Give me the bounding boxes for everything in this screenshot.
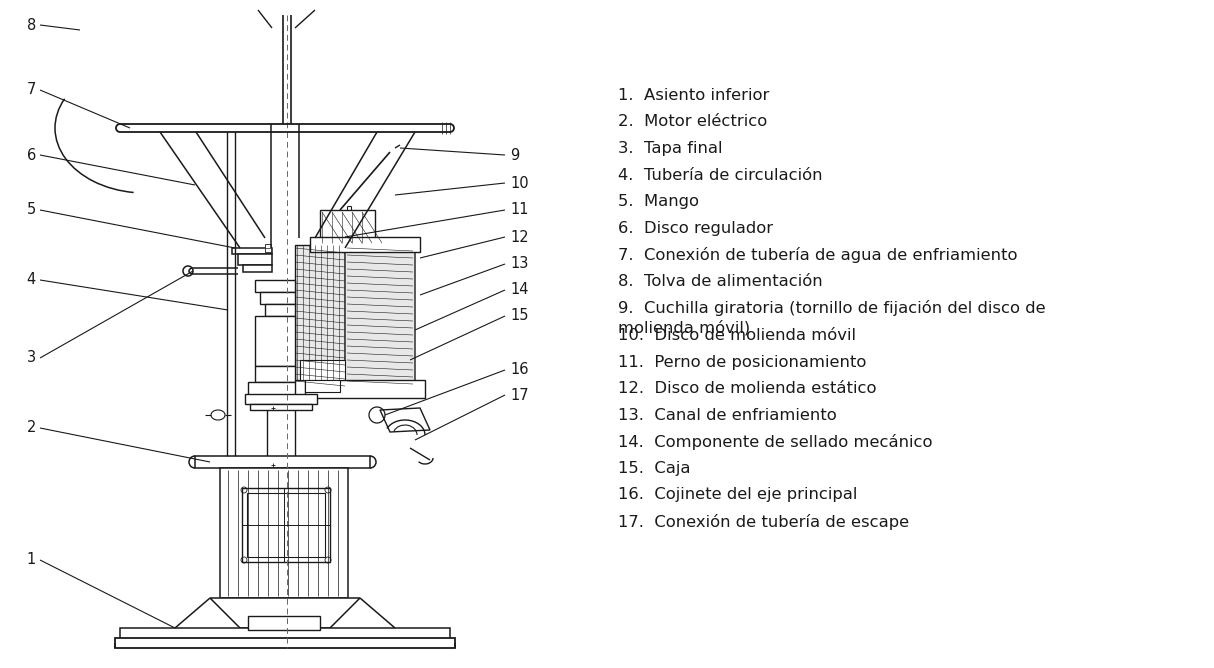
- Bar: [255, 316, 295, 366]
- Bar: [248, 616, 320, 630]
- Polygon shape: [238, 254, 272, 265]
- Text: 13: 13: [510, 257, 528, 271]
- Bar: [242, 488, 330, 562]
- Bar: [255, 280, 295, 292]
- Bar: [250, 404, 312, 410]
- Text: 1: 1: [27, 552, 36, 568]
- Text: 4.  Tubería de circulación: 4. Tubería de circulación: [618, 168, 823, 182]
- Text: 17: 17: [510, 387, 528, 403]
- Text: 2.  Motor eléctrico: 2. Motor eléctrico: [618, 114, 767, 130]
- Polygon shape: [345, 245, 415, 390]
- Bar: [305, 380, 340, 392]
- Bar: [260, 292, 295, 304]
- Bar: [245, 394, 317, 404]
- Text: 3.  Tapa final: 3. Tapa final: [618, 141, 722, 156]
- Bar: [220, 468, 348, 598]
- Bar: [246, 493, 325, 557]
- Text: 16.  Cojinete del eje principal: 16. Cojinete del eje principal: [618, 487, 857, 502]
- Text: 10: 10: [510, 176, 528, 190]
- Bar: [248, 382, 295, 398]
- Text: 15: 15: [510, 309, 528, 323]
- Text: 8: 8: [27, 17, 36, 33]
- Text: 4: 4: [27, 273, 36, 287]
- Text: 12: 12: [510, 230, 528, 244]
- Text: 5: 5: [27, 202, 36, 218]
- Bar: [265, 304, 295, 316]
- Bar: [265, 244, 271, 252]
- Bar: [267, 398, 295, 483]
- Text: 3: 3: [27, 351, 36, 365]
- Bar: [300, 360, 345, 380]
- Text: 7: 7: [27, 83, 36, 98]
- Text: 13.  Canal de enfriamiento: 13. Canal de enfriamiento: [618, 407, 836, 422]
- Text: 6.  Disco regulador: 6. Disco regulador: [618, 220, 773, 236]
- Text: 10.  Disco de molienda móvil: 10. Disco de molienda móvil: [618, 328, 856, 343]
- Bar: [255, 366, 295, 382]
- Text: 17.  Conexión de tubería de escape: 17. Conexión de tubería de escape: [618, 514, 909, 530]
- Polygon shape: [380, 408, 430, 432]
- Text: 11.  Perno de posicionamiento: 11. Perno de posicionamiento: [618, 355, 867, 369]
- Text: 8.  Tolva de alimentación: 8. Tolva de alimentación: [618, 273, 823, 289]
- Polygon shape: [195, 456, 370, 468]
- Text: 11: 11: [510, 202, 528, 218]
- Bar: [320, 210, 375, 245]
- Text: 7.  Conexión de tubería de agua de enfriamiento: 7. Conexión de tubería de agua de enfria…: [618, 247, 1017, 263]
- Text: 12.  Disco de molienda estático: 12. Disco de molienda estático: [618, 381, 877, 396]
- Bar: [310, 237, 420, 252]
- Polygon shape: [295, 245, 345, 380]
- Bar: [115, 638, 455, 648]
- Bar: [305, 380, 425, 398]
- Text: 6: 6: [27, 148, 36, 162]
- Text: 1.  Asiento inferior: 1. Asiento inferior: [618, 88, 770, 103]
- Text: 2: 2: [27, 420, 36, 436]
- Text: 16: 16: [510, 363, 528, 377]
- Polygon shape: [243, 265, 272, 272]
- Bar: [265, 248, 271, 252]
- Text: 5.  Mango: 5. Mango: [618, 194, 699, 209]
- Text: 14: 14: [510, 283, 528, 297]
- Polygon shape: [120, 628, 450, 640]
- Text: 14.  Componente de sellado mecánico: 14. Componente de sellado mecánico: [618, 434, 932, 450]
- Polygon shape: [210, 598, 361, 628]
- Polygon shape: [232, 248, 272, 254]
- Text: 15.  Caja: 15. Caja: [618, 460, 691, 476]
- Text: 9: 9: [510, 148, 520, 162]
- Text: 9.  Cuchilla giratoria (tornillo de fijación del disco de
molienda móvil): 9. Cuchilla giratoria (tornillo de fijac…: [618, 300, 1045, 336]
